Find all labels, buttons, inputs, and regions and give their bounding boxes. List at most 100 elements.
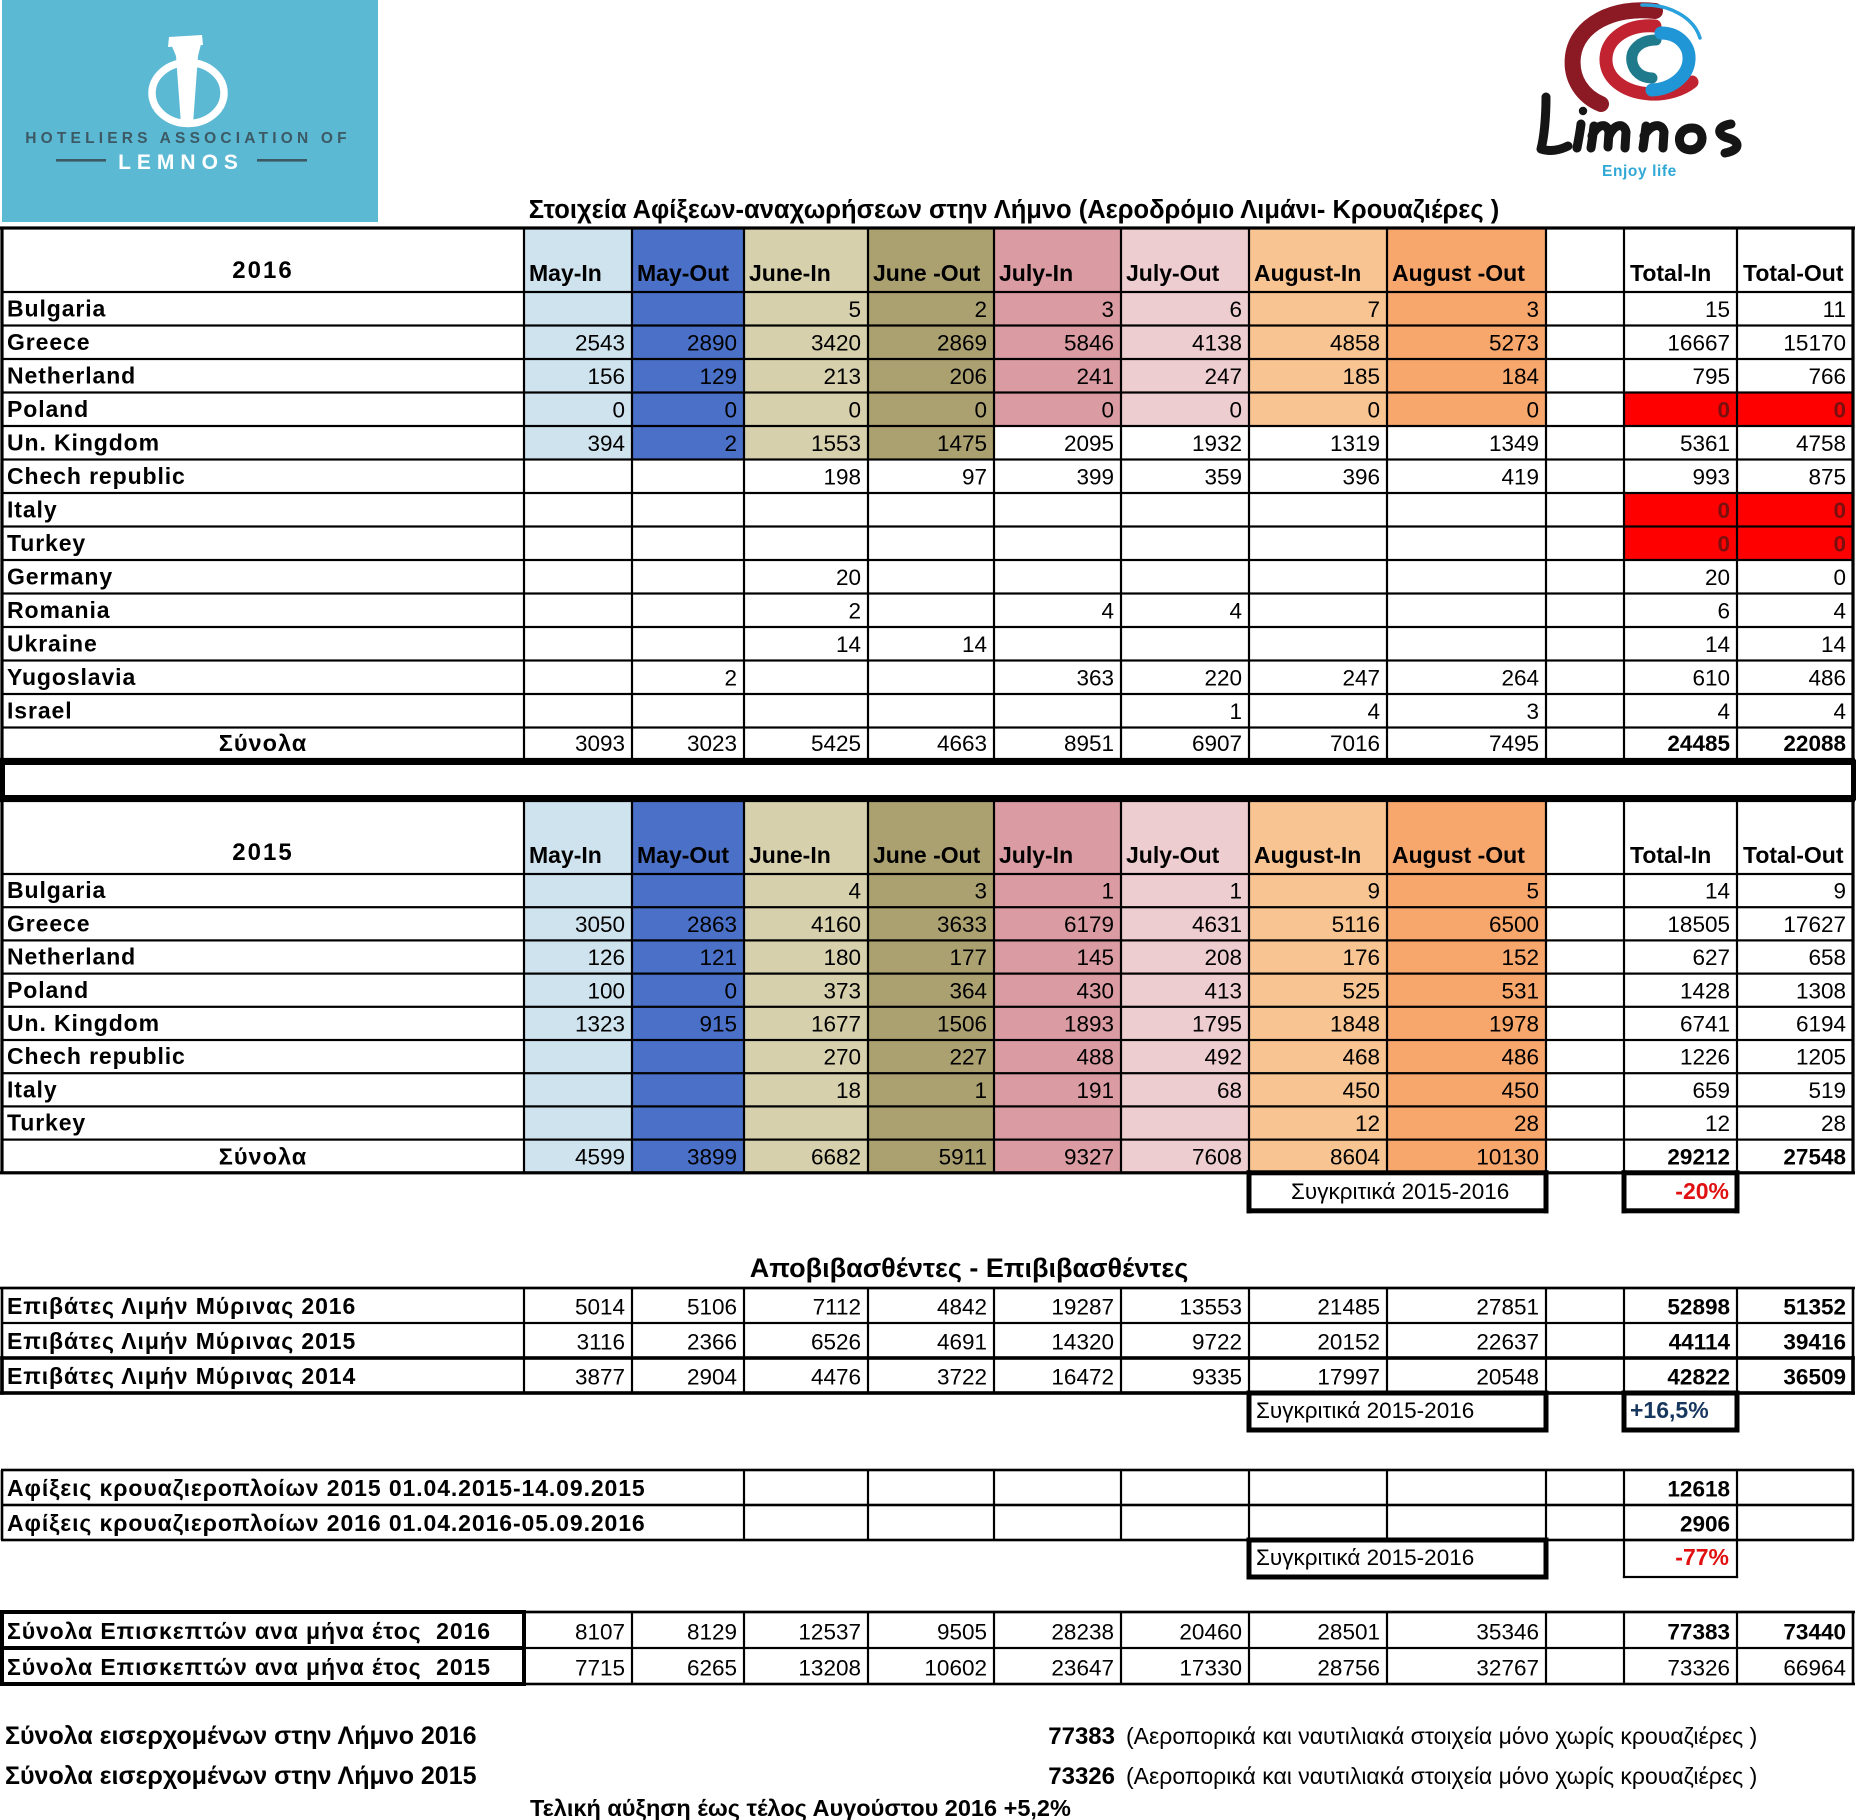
svg-text:0: 0: [1833, 532, 1846, 557]
svg-text:177: 177: [949, 945, 987, 970]
svg-text:610: 610: [1692, 666, 1730, 691]
svg-text:77383: 77383: [1667, 1620, 1730, 1645]
svg-text:359: 359: [1204, 465, 1242, 490]
svg-text:12537: 12537: [798, 1620, 861, 1645]
svg-text:Chech republic: Chech republic: [7, 463, 186, 489]
svg-text:4: 4: [848, 879, 861, 904]
svg-text:3877: 3877: [575, 1365, 625, 1390]
svg-text:July-In: July-In: [999, 260, 1073, 286]
svg-text:241: 241: [1076, 364, 1114, 389]
svg-text:June -Out: June -Out: [873, 842, 981, 868]
svg-text:9505: 9505: [937, 1620, 987, 1645]
svg-text:Σύνολα εισερχομένων στην Λήμνο: Σύνολα εισερχομένων στην Λήμνο 2016: [5, 1722, 477, 1750]
svg-text:10602: 10602: [924, 1656, 987, 1681]
svg-text:22088: 22088: [1783, 731, 1846, 756]
svg-text:14: 14: [1705, 879, 1730, 904]
svg-text:4: 4: [1833, 699, 1846, 724]
svg-text:97: 97: [962, 465, 987, 490]
svg-text:1323: 1323: [575, 1012, 625, 1037]
svg-text:363: 363: [1076, 666, 1114, 691]
svg-text:5: 5: [1526, 879, 1539, 904]
svg-text:766: 766: [1808, 364, 1846, 389]
svg-text:5425: 5425: [811, 731, 861, 756]
svg-text:Yugoslavia: Yugoslavia: [7, 664, 136, 690]
svg-text:399: 399: [1076, 465, 1114, 490]
svg-text:3420: 3420: [811, 331, 861, 356]
svg-text:July-Out: July-Out: [1126, 842, 1220, 868]
svg-text:486: 486: [1501, 1045, 1539, 1070]
svg-text:213: 213: [823, 364, 861, 389]
svg-text:270: 270: [823, 1045, 861, 1070]
svg-text:206: 206: [949, 364, 987, 389]
svg-text:2869: 2869: [937, 331, 987, 356]
svg-text:77383: 77383: [1048, 1723, 1115, 1750]
svg-text:3722: 3722: [937, 1365, 987, 1390]
svg-text:247: 247: [1342, 666, 1380, 691]
svg-text:Turkey: Turkey: [7, 530, 86, 556]
svg-text:6265: 6265: [687, 1656, 737, 1681]
svg-text:Italy: Italy: [7, 497, 58, 523]
svg-text:1205: 1205: [1796, 1045, 1846, 1070]
svg-text:0: 0: [1367, 398, 1380, 423]
svg-text:LEMNOS: LEMNOS: [118, 151, 244, 174]
svg-text:13553: 13553: [1179, 1295, 1242, 1320]
svg-text:20460: 20460: [1179, 1620, 1242, 1645]
svg-text:5116: 5116: [1332, 912, 1380, 937]
svg-text:525: 525: [1342, 978, 1380, 1003]
svg-text:1: 1: [1229, 699, 1242, 724]
svg-text:1475: 1475: [937, 431, 987, 456]
svg-text:7608: 7608: [1192, 1144, 1242, 1169]
svg-text:1932: 1932: [1192, 431, 1242, 456]
svg-text:2: 2: [848, 599, 861, 624]
svg-text:6: 6: [1229, 297, 1242, 322]
svg-text:156: 156: [587, 364, 625, 389]
svg-text:August-In: August-In: [1254, 260, 1361, 286]
svg-text:Un. Kingdom: Un. Kingdom: [7, 1010, 160, 1036]
svg-text:-77%: -77%: [1675, 1544, 1729, 1570]
svg-text:1795: 1795: [1192, 1012, 1242, 1037]
svg-text:Romania: Romania: [7, 597, 110, 623]
svg-text:1848: 1848: [1330, 1012, 1380, 1037]
svg-text:20152: 20152: [1317, 1330, 1380, 1355]
svg-text:18505: 18505: [1667, 912, 1730, 937]
svg-text:19287: 19287: [1051, 1295, 1114, 1320]
svg-text:12618: 12618: [1667, 1477, 1730, 1502]
svg-text:Σύνολα: Σύνολα: [219, 1143, 307, 1169]
svg-text:Total-Out: Total-Out: [1743, 842, 1844, 868]
svg-text:1553: 1553: [811, 431, 861, 456]
svg-text:430: 430: [1076, 978, 1114, 1003]
svg-text:Αφίξεις κρουαζιεροπλοίων 2015: Αφίξεις κρουαζιεροπλοίων 2015 01.04.2015…: [7, 1475, 646, 1501]
svg-text:627: 627: [1692, 945, 1730, 970]
svg-text:2863: 2863: [687, 912, 737, 937]
svg-text:0: 0: [1101, 398, 1114, 423]
svg-text:17627: 17627: [1783, 912, 1846, 937]
svg-text:Σύνολα Επισκεπτών ανα μήνα έτο: Σύνολα Επισκεπτών ανα μήνα έτος 2015: [7, 1654, 491, 1680]
svg-text:June-In: June-In: [749, 842, 831, 868]
svg-text:0: 0: [1717, 498, 1730, 523]
svg-text:3: 3: [1101, 297, 1114, 322]
svg-text:28: 28: [1821, 1111, 1846, 1136]
svg-text:Chech republic: Chech republic: [7, 1043, 186, 1069]
svg-text:Bulgaria: Bulgaria: [7, 296, 106, 322]
svg-text:7016: 7016: [1330, 731, 1380, 756]
svg-text:32767: 32767: [1476, 1656, 1539, 1681]
svg-text:Total-In: Total-In: [1630, 842, 1711, 868]
svg-text:9335: 9335: [1192, 1365, 1242, 1390]
svg-text:28: 28: [1514, 1111, 1539, 1136]
svg-text:27548: 27548: [1783, 1144, 1846, 1169]
svg-text:2015: 2015: [232, 839, 293, 866]
svg-text:23647: 23647: [1051, 1656, 1114, 1681]
svg-text:6682: 6682: [811, 1144, 861, 1169]
svg-text:658: 658: [1808, 945, 1846, 970]
svg-text:2904: 2904: [687, 1365, 737, 1390]
svg-text:4: 4: [1367, 699, 1380, 724]
svg-text:Σύνολα εισερχομένων στην Λήμνο: Σύνολα εισερχομένων στην Λήμνο 2015: [5, 1762, 477, 1790]
svg-text:5273: 5273: [1489, 331, 1539, 356]
svg-text:4: 4: [1101, 599, 1114, 624]
svg-text:4: 4: [1717, 699, 1730, 724]
svg-text:419: 419: [1501, 465, 1539, 490]
svg-text:3: 3: [1526, 297, 1539, 322]
svg-text:176: 176: [1342, 945, 1380, 970]
svg-text:Netherland: Netherland: [7, 363, 136, 389]
svg-text:6741: 6741: [1680, 1012, 1730, 1037]
